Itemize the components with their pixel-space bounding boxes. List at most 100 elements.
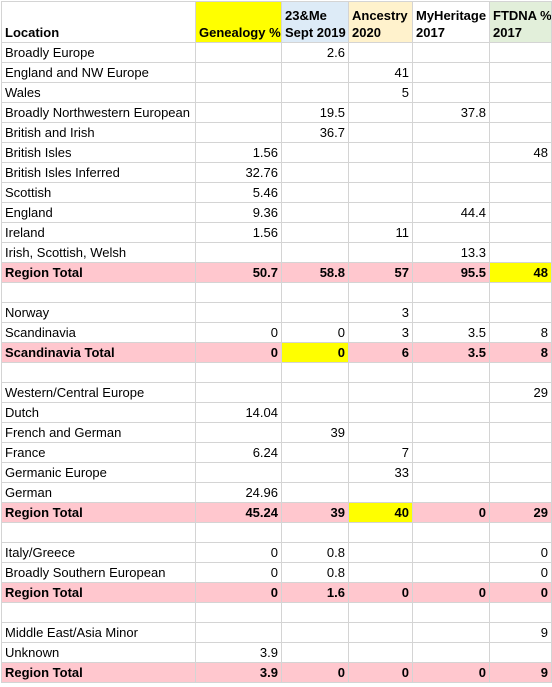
value-cell[interactable]: 45.24 [195, 502, 282, 523]
value-cell[interactable]: 33 [348, 462, 413, 483]
value-cell[interactable] [348, 102, 413, 123]
value-cell[interactable]: 5.46 [195, 182, 282, 203]
location-cell[interactable]: Region Total [1, 262, 196, 283]
value-cell[interactable] [281, 162, 349, 183]
value-cell[interactable] [489, 602, 552, 623]
value-cell[interactable] [489, 642, 552, 663]
value-cell[interactable] [412, 382, 490, 403]
value-cell[interactable] [195, 362, 282, 383]
value-cell[interactable]: 8 [489, 342, 552, 363]
value-cell[interactable]: 0 [348, 662, 413, 683]
value-cell[interactable]: 13.3 [412, 242, 490, 263]
header-location[interactable]: Location [1, 1, 196, 43]
value-cell[interactable]: 8 [489, 322, 552, 343]
value-cell[interactable] [195, 242, 282, 263]
value-cell[interactable]: 0 [348, 582, 413, 603]
value-cell[interactable] [412, 182, 490, 203]
value-cell[interactable]: 39 [281, 422, 349, 443]
value-cell[interactable]: 0 [489, 542, 552, 563]
value-cell[interactable] [281, 142, 349, 163]
value-cell[interactable] [412, 302, 490, 323]
location-cell[interactable]: Ireland [1, 222, 196, 243]
value-cell[interactable]: 0 [281, 662, 349, 683]
value-cell[interactable] [195, 122, 282, 143]
value-cell[interactable] [281, 182, 349, 203]
value-cell[interactable] [412, 42, 490, 63]
value-cell[interactable] [195, 382, 282, 403]
value-cell[interactable] [348, 622, 413, 643]
value-cell[interactable] [412, 622, 490, 643]
value-cell[interactable] [412, 122, 490, 143]
value-cell[interactable] [489, 442, 552, 463]
header-ancestry[interactable]: Ancestry 2020 [348, 1, 413, 43]
value-cell[interactable] [281, 522, 349, 543]
value-cell[interactable] [489, 402, 552, 423]
value-cell[interactable] [281, 602, 349, 623]
value-cell[interactable] [489, 422, 552, 443]
value-cell[interactable]: 57 [348, 262, 413, 283]
value-cell[interactable]: 32.76 [195, 162, 282, 183]
location-cell[interactable] [1, 362, 196, 383]
value-cell[interactable] [348, 642, 413, 663]
value-cell[interactable] [281, 442, 349, 463]
value-cell[interactable] [281, 62, 349, 83]
value-cell[interactable]: 0 [195, 542, 282, 563]
value-cell[interactable] [489, 222, 552, 243]
location-cell[interactable] [1, 602, 196, 623]
value-cell[interactable] [348, 562, 413, 583]
value-cell[interactable]: 0 [412, 662, 490, 683]
value-cell[interactable]: 44.4 [412, 202, 490, 223]
value-cell[interactable] [412, 482, 490, 503]
location-cell[interactable]: French and German [1, 422, 196, 443]
value-cell[interactable] [412, 442, 490, 463]
value-cell[interactable] [348, 602, 413, 623]
value-cell[interactable]: 1.6 [281, 582, 349, 603]
value-cell[interactable] [281, 482, 349, 503]
location-cell[interactable]: Scottish [1, 182, 196, 203]
value-cell[interactable] [412, 602, 490, 623]
value-cell[interactable] [195, 522, 282, 543]
value-cell[interactable] [489, 482, 552, 503]
header-genealogy[interactable]: Genealogy % [195, 1, 282, 43]
value-cell[interactable]: 41 [348, 62, 413, 83]
value-cell[interactable] [489, 102, 552, 123]
value-cell[interactable] [489, 162, 552, 183]
value-cell[interactable] [281, 362, 349, 383]
value-cell[interactable] [281, 302, 349, 323]
value-cell[interactable]: 2.6 [281, 42, 349, 63]
value-cell[interactable]: 9.36 [195, 202, 282, 223]
value-cell[interactable]: 3.5 [412, 342, 490, 363]
value-cell[interactable] [412, 82, 490, 103]
location-cell[interactable]: Region Total [1, 662, 196, 683]
value-cell[interactable] [348, 482, 413, 503]
value-cell[interactable] [281, 642, 349, 663]
value-cell[interactable] [489, 302, 552, 323]
value-cell[interactable] [195, 82, 282, 103]
location-cell[interactable]: Wales [1, 82, 196, 103]
value-cell[interactable] [281, 462, 349, 483]
value-cell[interactable] [281, 622, 349, 643]
location-cell[interactable]: England and NW Europe [1, 62, 196, 83]
location-cell[interactable]: Irish, Scottish, Welsh [1, 242, 196, 263]
value-cell[interactable]: 6.24 [195, 442, 282, 463]
value-cell[interactable] [412, 542, 490, 563]
value-cell[interactable]: 0 [281, 342, 349, 363]
value-cell[interactable]: 0 [195, 342, 282, 363]
value-cell[interactable] [281, 202, 349, 223]
value-cell[interactable] [348, 522, 413, 543]
value-cell[interactable]: 9 [489, 662, 552, 683]
value-cell[interactable] [412, 422, 490, 443]
value-cell[interactable] [412, 142, 490, 163]
value-cell[interactable]: 50.7 [195, 262, 282, 283]
value-cell[interactable] [489, 42, 552, 63]
location-cell[interactable]: Scandinavia Total [1, 342, 196, 363]
value-cell[interactable]: 58.8 [281, 262, 349, 283]
value-cell[interactable]: 0 [489, 562, 552, 583]
location-cell[interactable]: Norway [1, 302, 196, 323]
value-cell[interactable]: 0 [195, 562, 282, 583]
value-cell[interactable]: 0 [195, 322, 282, 343]
value-cell[interactable] [412, 222, 490, 243]
value-cell[interactable] [195, 62, 282, 83]
value-cell[interactable] [489, 182, 552, 203]
value-cell[interactable] [348, 162, 413, 183]
